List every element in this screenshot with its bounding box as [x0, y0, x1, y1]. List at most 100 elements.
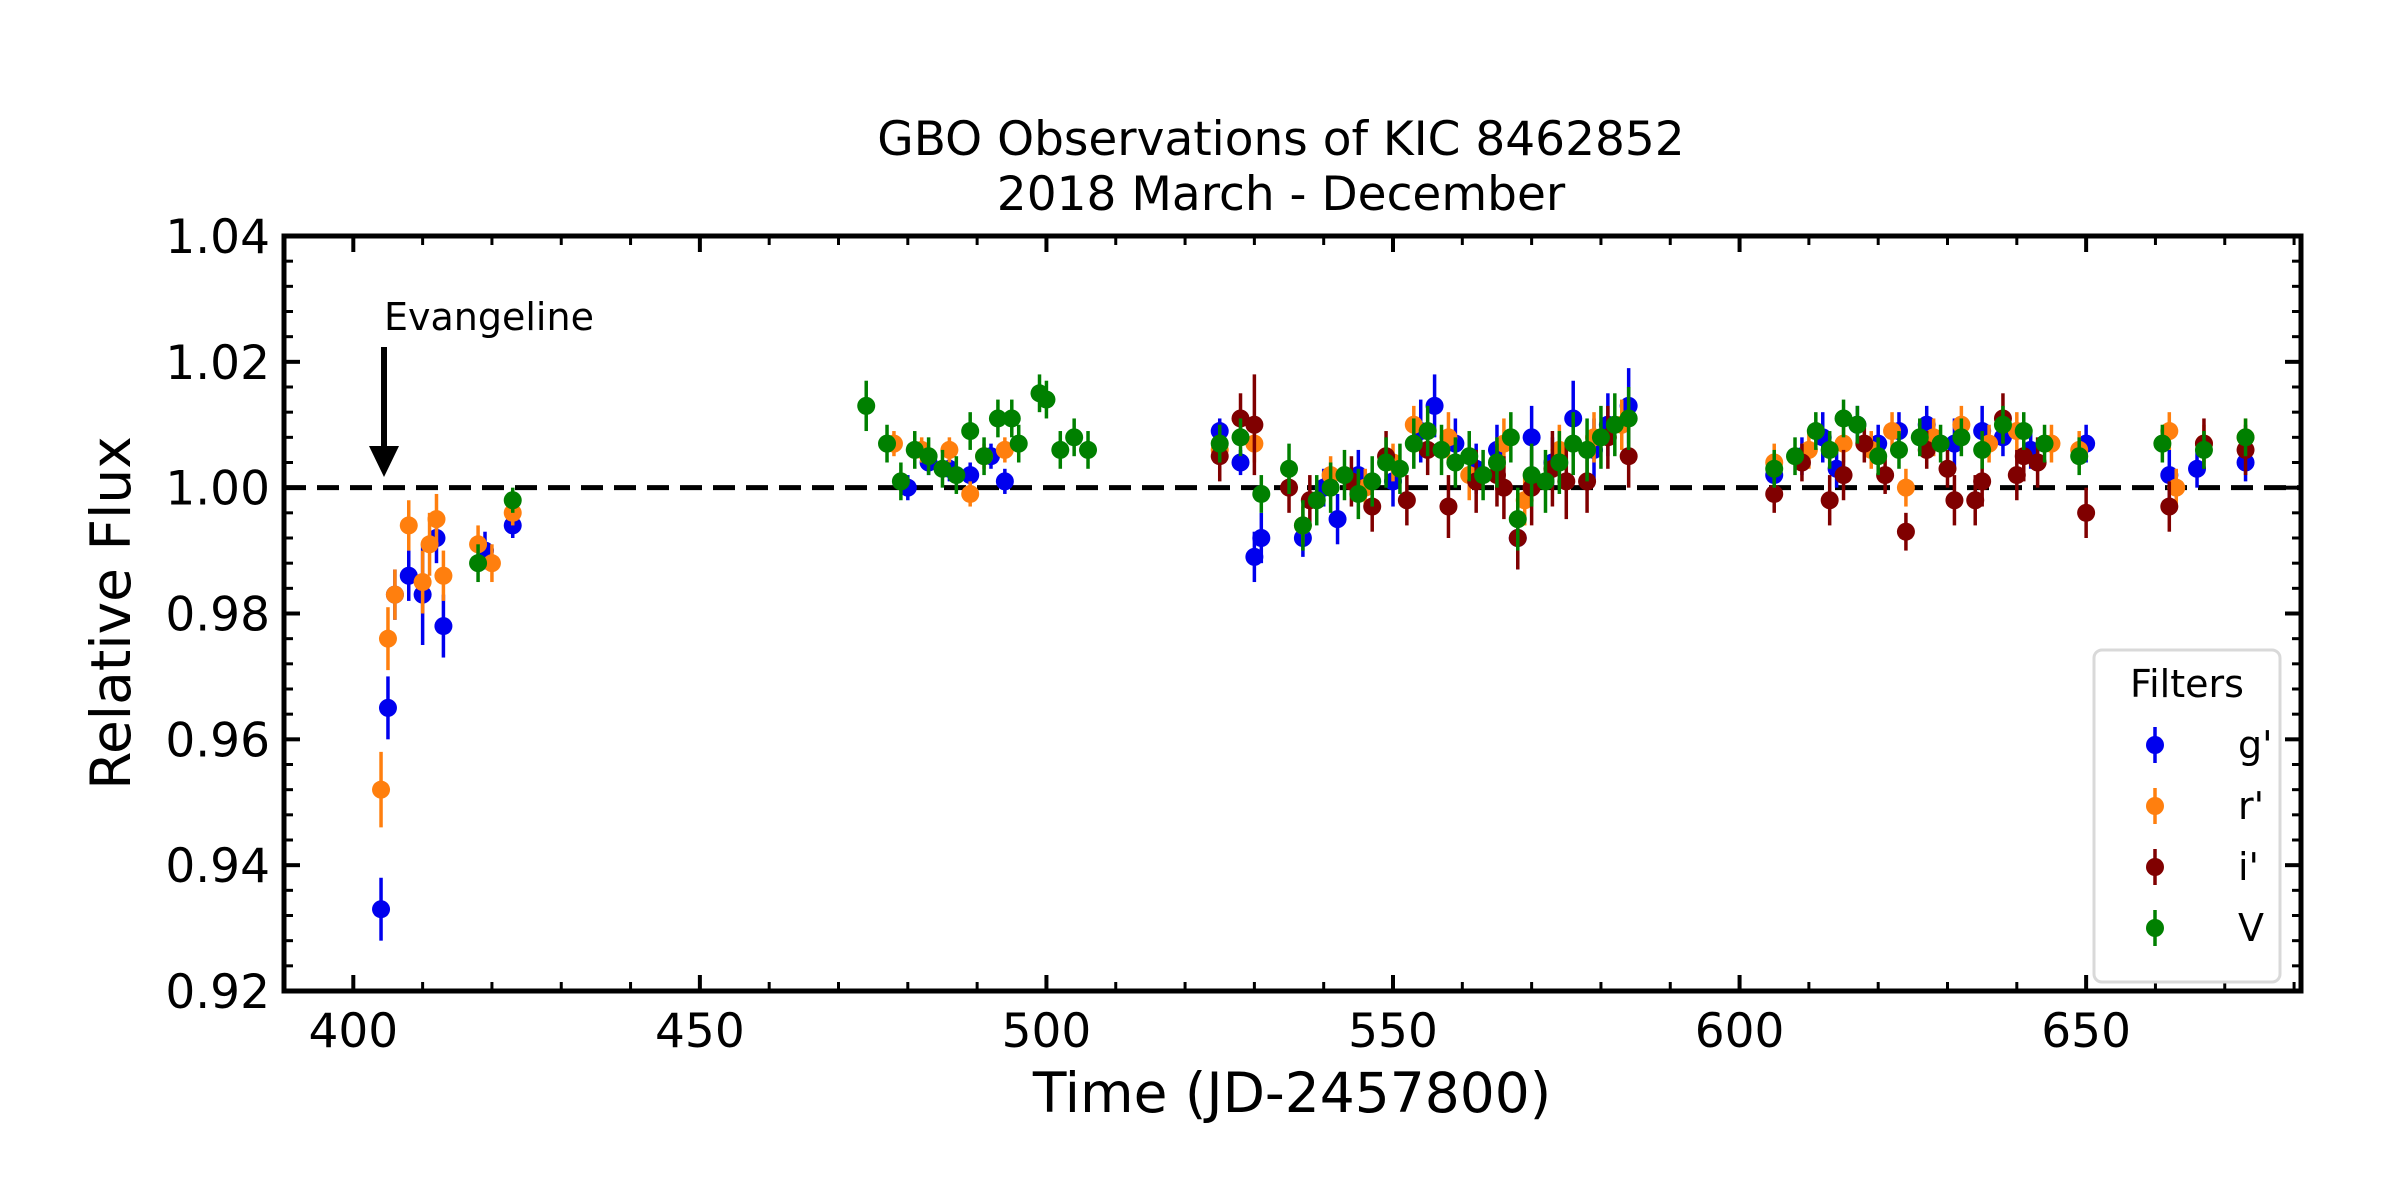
data-point [1806, 422, 1825, 441]
data-point [1065, 428, 1084, 447]
data-point [378, 698, 397, 717]
data-point [1425, 396, 1444, 415]
y-axis-label: Relative Flux [79, 436, 143, 790]
data-point [427, 510, 446, 529]
data-point [1883, 422, 1902, 441]
x-tick-label: 450 [655, 1004, 745, 1059]
data-point [1037, 390, 1056, 409]
data-point [1619, 409, 1638, 428]
data-point [1952, 428, 1971, 447]
y-axis: 0.92 0.94 0.96 0.98 1.00 1.02 1.04 [165, 210, 2301, 1020]
data-point [1938, 459, 1957, 478]
data-point [940, 440, 959, 459]
y-tick-label: 0.94 [165, 839, 270, 894]
y-tick-label: 0.92 [165, 965, 270, 1020]
data-point [961, 484, 980, 503]
data-point [975, 447, 994, 466]
y-tick-label: 1.04 [165, 210, 270, 265]
data-point [2077, 503, 2096, 522]
y-tick-label: 1.02 [165, 336, 270, 391]
data-point [1390, 459, 1409, 478]
x-axis-label: Time (JD-2457800) [1032, 1061, 1551, 1125]
data-point [1591, 428, 1610, 447]
data-point [1349, 484, 1368, 503]
data-point [1293, 516, 1312, 535]
data-point [378, 629, 397, 648]
data-point [1009, 434, 1028, 453]
data-point [933, 459, 952, 478]
data-point [1834, 409, 1853, 428]
data-point [1245, 547, 1264, 566]
data-point [385, 585, 404, 604]
data-point [1876, 466, 1895, 485]
data-point [1404, 434, 1423, 453]
data-point [1002, 409, 1021, 428]
data-point [1993, 415, 2012, 434]
data-point [372, 900, 391, 919]
data-point [2160, 497, 2179, 516]
data-point [1896, 478, 1915, 497]
data-point [1869, 447, 1888, 466]
chart-subtitle: 2018 March - December [997, 167, 1566, 222]
data-point [1474, 466, 1493, 485]
data-point [1252, 529, 1271, 547]
data-point [1820, 491, 1839, 510]
data-point [434, 617, 453, 636]
data-point [1619, 447, 1638, 466]
data-point [1564, 434, 1583, 453]
data-point [372, 780, 391, 799]
data-point [503, 491, 522, 510]
data-point [1848, 415, 1867, 434]
data-point [420, 535, 439, 554]
legend-label: i' [2238, 845, 2259, 889]
data-point [1973, 440, 1992, 459]
data-point [2070, 447, 2089, 466]
data-point [1460, 447, 1479, 466]
data-point [1765, 459, 1784, 478]
data-point [1786, 447, 1805, 466]
data-point [1896, 522, 1915, 541]
data-point [1321, 478, 1340, 497]
series-g [372, 368, 2255, 941]
data-point [434, 566, 453, 585]
legend-entry-V: V [2146, 906, 2264, 950]
data-point [1910, 428, 1929, 447]
data-point [399, 516, 418, 535]
data-point [1280, 459, 1299, 478]
data-point [1231, 453, 1250, 472]
data-point [988, 409, 1007, 428]
data-point [1834, 434, 1853, 453]
data-point [2194, 440, 2213, 459]
data-point [1432, 440, 1451, 459]
annotation-label: Evangeline [384, 295, 594, 339]
data-point [919, 447, 938, 466]
data-point [1501, 428, 1520, 447]
legend-marker [2146, 797, 2164, 815]
legend-label: r' [2238, 784, 2264, 828]
legend-entry-g: g' [2146, 723, 2273, 767]
data-point [1605, 415, 1624, 434]
data-point [1557, 472, 1576, 491]
data-point [1051, 440, 1070, 459]
data-point [2028, 453, 2047, 472]
chart-title: GBO Observations of KIC 8462852 [877, 112, 1684, 167]
data-point [1508, 510, 1527, 529]
data-point [1966, 491, 1985, 510]
plot-frame [281, 233, 2304, 994]
data-point [947, 466, 966, 485]
data-point [2007, 466, 2026, 485]
data-point [1210, 434, 1229, 453]
data-point [1931, 434, 1950, 453]
data-point [1487, 453, 1506, 472]
data-point [1245, 415, 1264, 434]
legend-label: V [2238, 906, 2264, 950]
legend-marker [2146, 919, 2164, 937]
data-point [1418, 422, 1437, 441]
legend-entry-r: r' [2146, 784, 2264, 828]
x-tick-label: 650 [2041, 1004, 2131, 1059]
legend-marker [2146, 858, 2164, 876]
data-point [1550, 453, 1569, 472]
data-point [1335, 466, 1354, 485]
data-point [1231, 428, 1250, 447]
series-r [372, 399, 2255, 828]
